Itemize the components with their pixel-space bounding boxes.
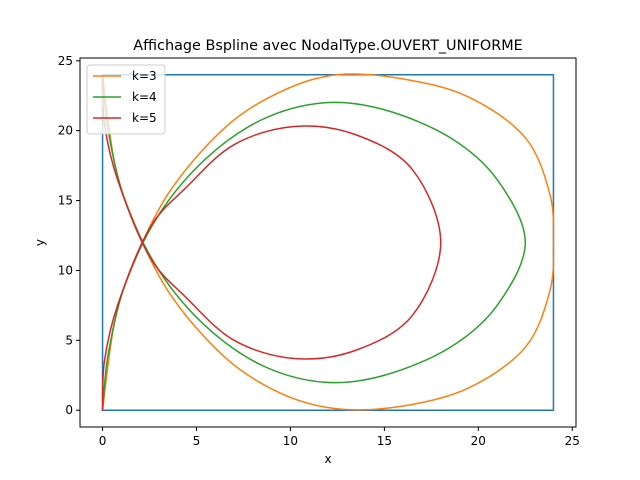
y-axis-label: y <box>33 239 47 246</box>
legend-box <box>86 64 166 135</box>
x-axis-label: x <box>324 452 331 466</box>
series-line-k-5 <box>101 74 442 411</box>
x-tick-label: 0 <box>99 434 107 448</box>
x-tick-label: 20 <box>471 434 486 448</box>
legend-label: k=5 <box>132 111 157 125</box>
series-group <box>101 73 555 411</box>
plot-frame <box>79 57 577 428</box>
series-line-k-3 <box>101 73 555 411</box>
chart-title: Affichage Bspline avec NodalType.OUVERT_… <box>133 38 522 54</box>
y-tick-label: 15 <box>58 194 73 208</box>
y-tick-label: 25 <box>58 54 73 68</box>
series-line-k-4 <box>101 74 527 411</box>
y-tick-label: 10 <box>58 263 73 277</box>
legend-label: k=3 <box>132 69 157 83</box>
y-tick-label: 20 <box>58 124 73 138</box>
x-tick-label: 10 <box>283 434 298 448</box>
x-tick-label: 25 <box>565 434 580 448</box>
series-polygon-line <box>101 74 555 411</box>
ticks-group: 0 5 10 15 20 25 0 5 10 15 20 25 <box>58 54 580 448</box>
x-tick-label: 15 <box>377 434 392 448</box>
legend: k=3 k=4 k=5 <box>86 64 166 135</box>
legend-label: k=4 <box>132 90 157 104</box>
y-tick-label: 5 <box>65 333 73 347</box>
y-tick-label: 0 <box>65 403 73 417</box>
x-tick-label: 5 <box>193 434 201 448</box>
